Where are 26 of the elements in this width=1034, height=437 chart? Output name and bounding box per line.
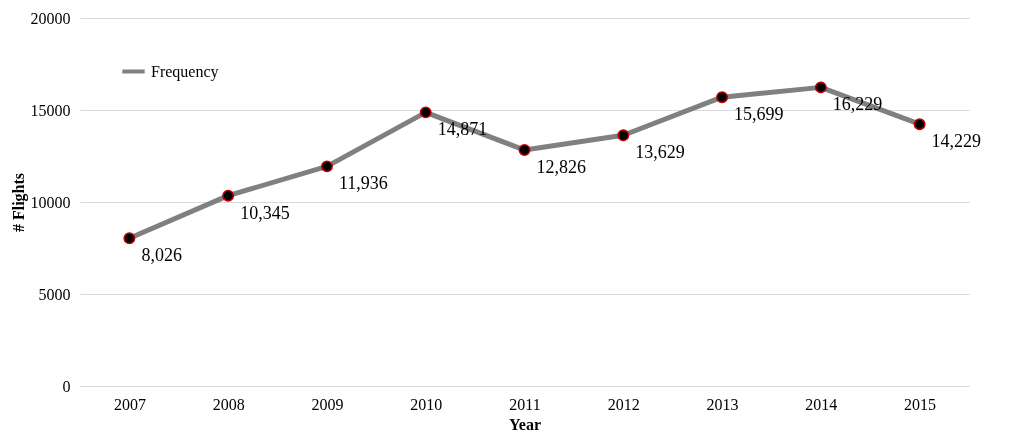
x-tick-label: 2012 [607,395,640,413]
text: 13,629 [635,142,685,163]
y-tick-label: 0 [62,377,71,395]
x-tick-label: 2013 [706,395,739,413]
text: 15,699 [734,104,784,125]
text: 16,229 [832,94,883,115]
text: 14,871 [437,119,488,140]
y-tick-label: 20000 [30,9,71,27]
legend-label: Frequency [151,62,219,81]
x-tick-label: 2015 [904,395,937,413]
x-tick-label: 2009 [311,395,344,413]
x-tick-label: 2007 [113,395,146,413]
text: 10,345 [240,202,290,223]
text: 8,026 [141,245,182,266]
text: 11,936 [338,173,388,194]
y-tick-label: 5000 [38,285,71,303]
y-axis-title: # Flights [9,172,28,233]
text: 12,826 [536,157,586,177]
y-tick-label: 10000 [30,193,71,211]
x-tick-label: 2014 [805,395,838,413]
x-tick-label: 2010 [410,395,443,413]
text: 14,229 [931,131,982,152]
x-tick-label: 2011 [509,395,541,413]
x-tick-label: 2008 [212,395,245,413]
x-axis-title: Year [509,415,541,433]
y-tick-label: 15000 [30,101,71,119]
